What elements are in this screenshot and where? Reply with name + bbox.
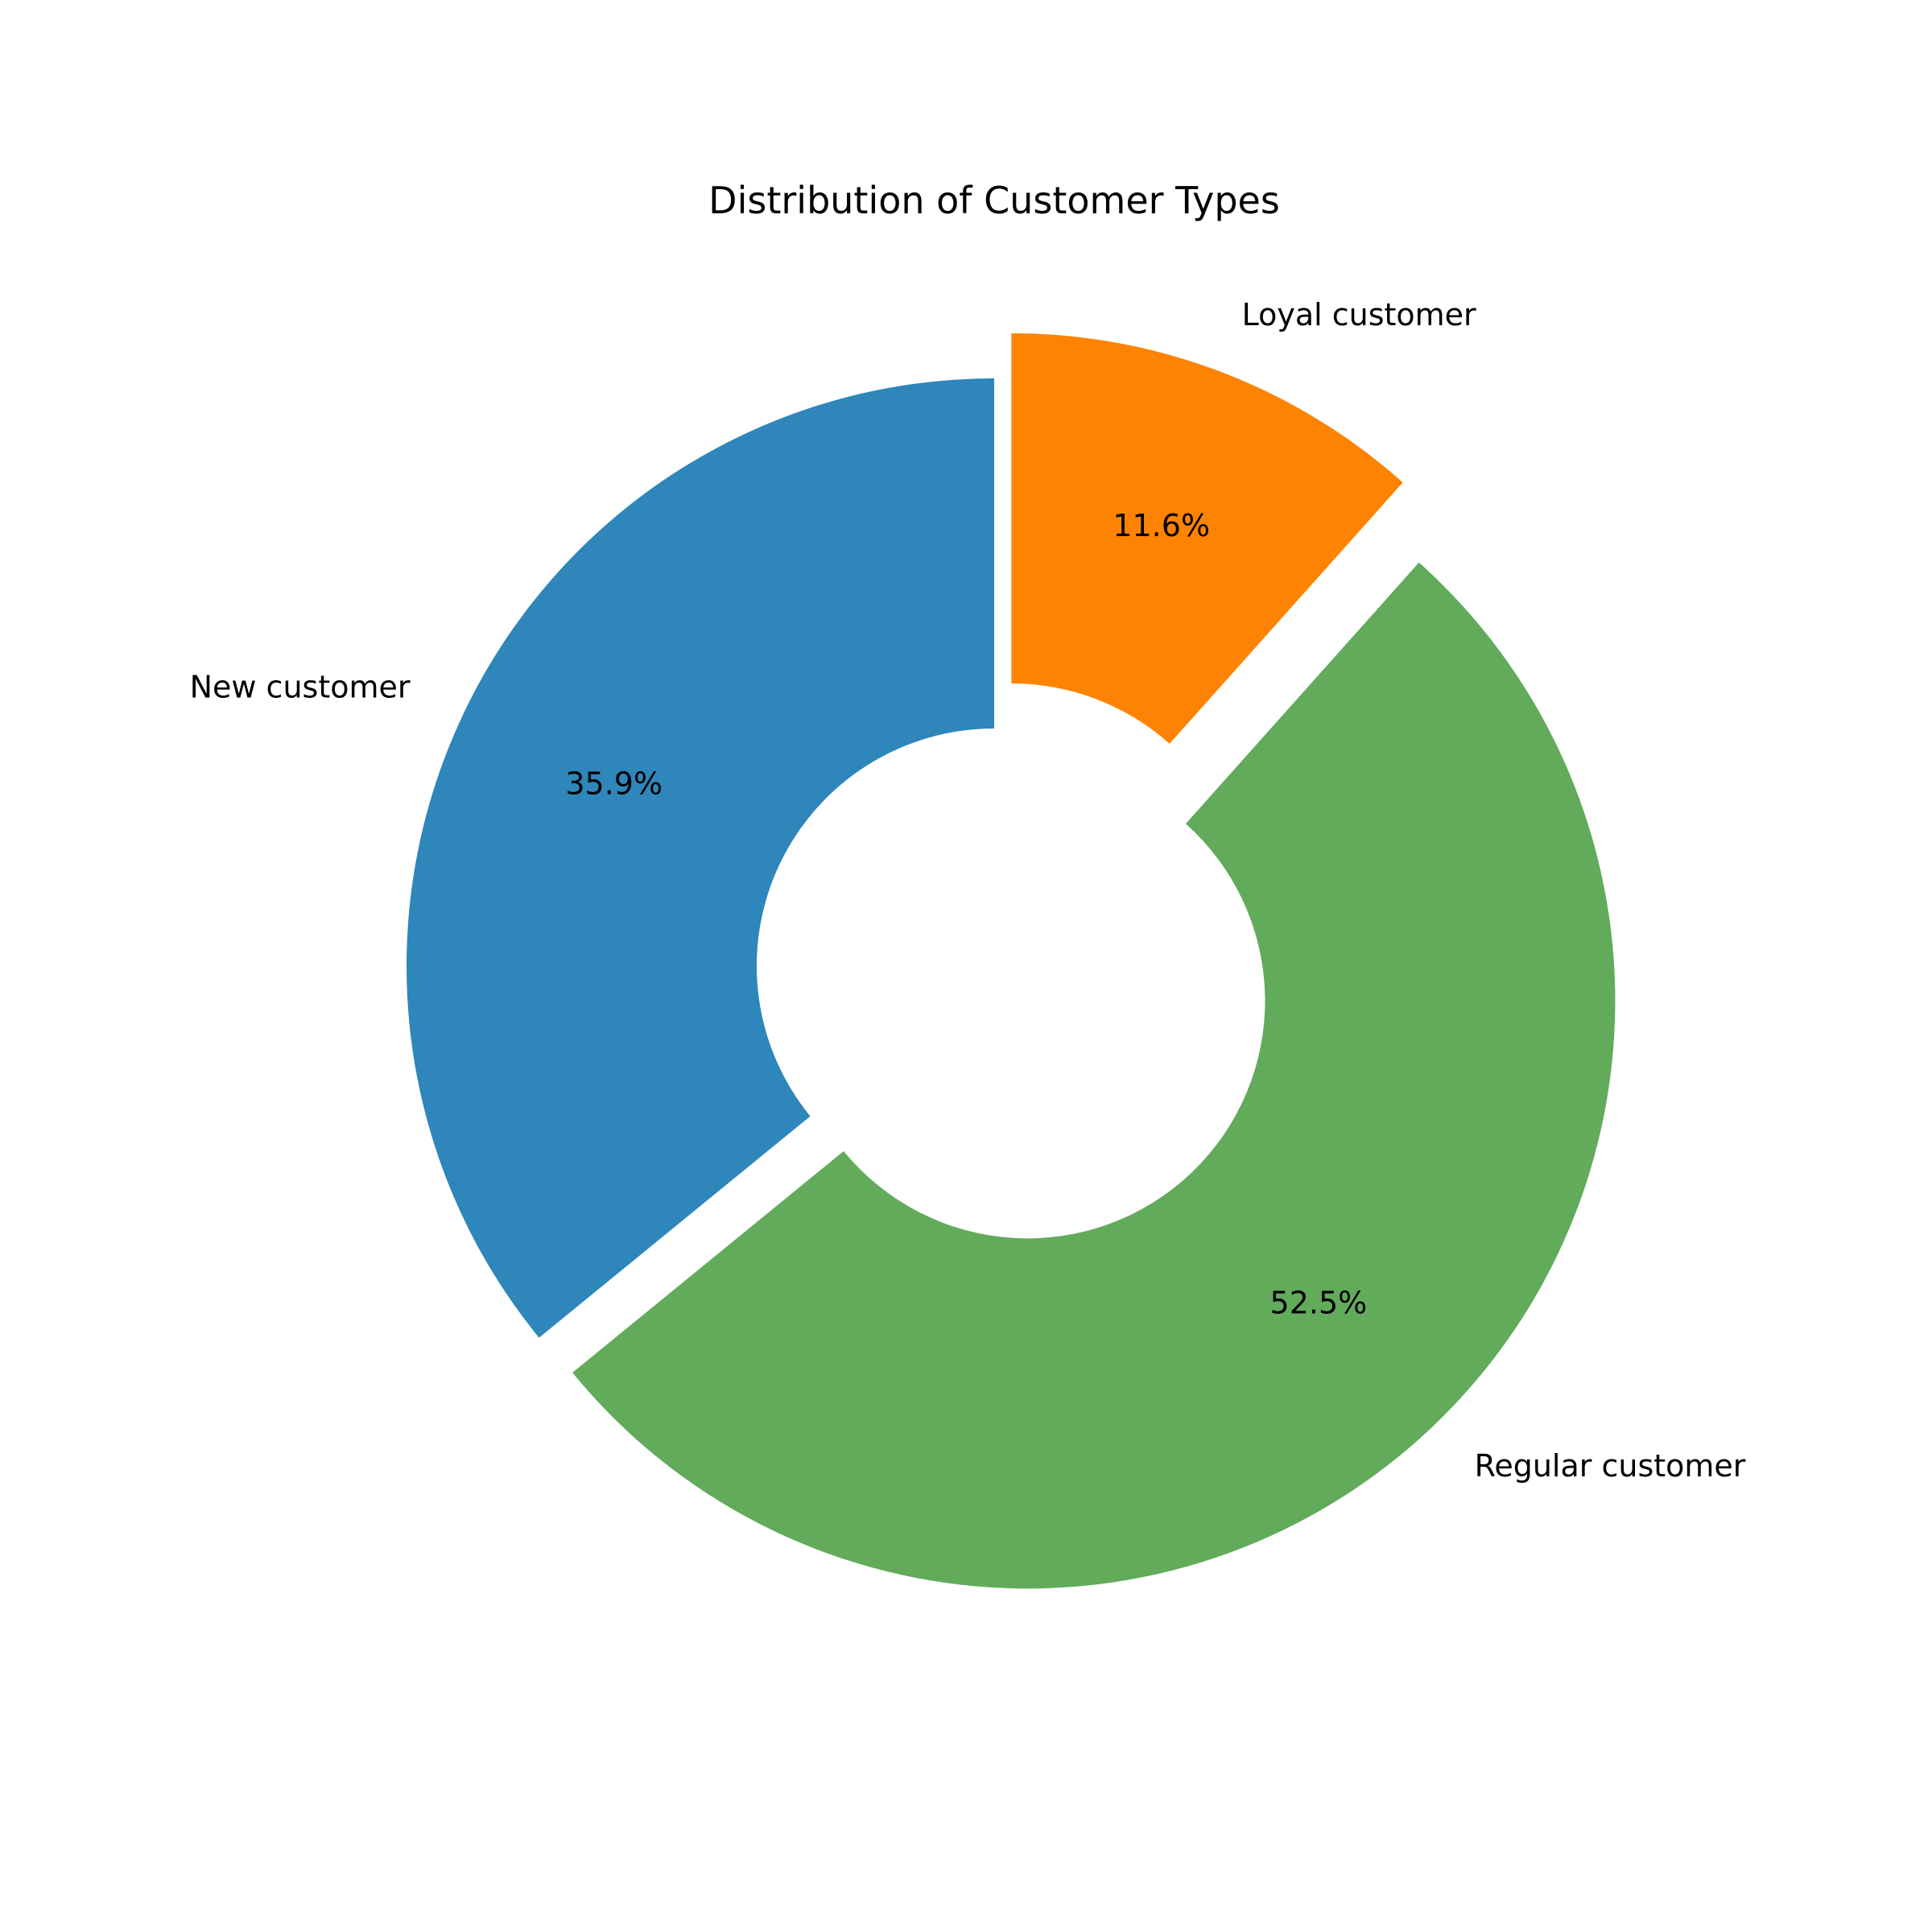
percent-label-regular-customer: 52.5% bbox=[1270, 1286, 1368, 1321]
chart-title: Distribution of Customer Types bbox=[708, 179, 1280, 222]
slice-label-regular-customer: Regular customer bbox=[1475, 1448, 1746, 1484]
label-group: New customer 35.9% Regular customer 52.5% Lo… bbox=[190, 297, 1746, 1484]
percent-label-new-customer: 35.9% bbox=[565, 766, 663, 801]
slice-loyal-customer bbox=[1011, 332, 1403, 744]
slice-label-new-customer: New customer bbox=[190, 669, 411, 704]
slice-new-customer bbox=[407, 378, 994, 1338]
slice-regular-customer bbox=[572, 562, 1616, 1589]
percent-label-loyal-customer: 11.6% bbox=[1113, 508, 1210, 543]
slice-label-loyal-customer: Loyal customer bbox=[1242, 297, 1476, 332]
slice-group bbox=[407, 332, 1616, 1589]
